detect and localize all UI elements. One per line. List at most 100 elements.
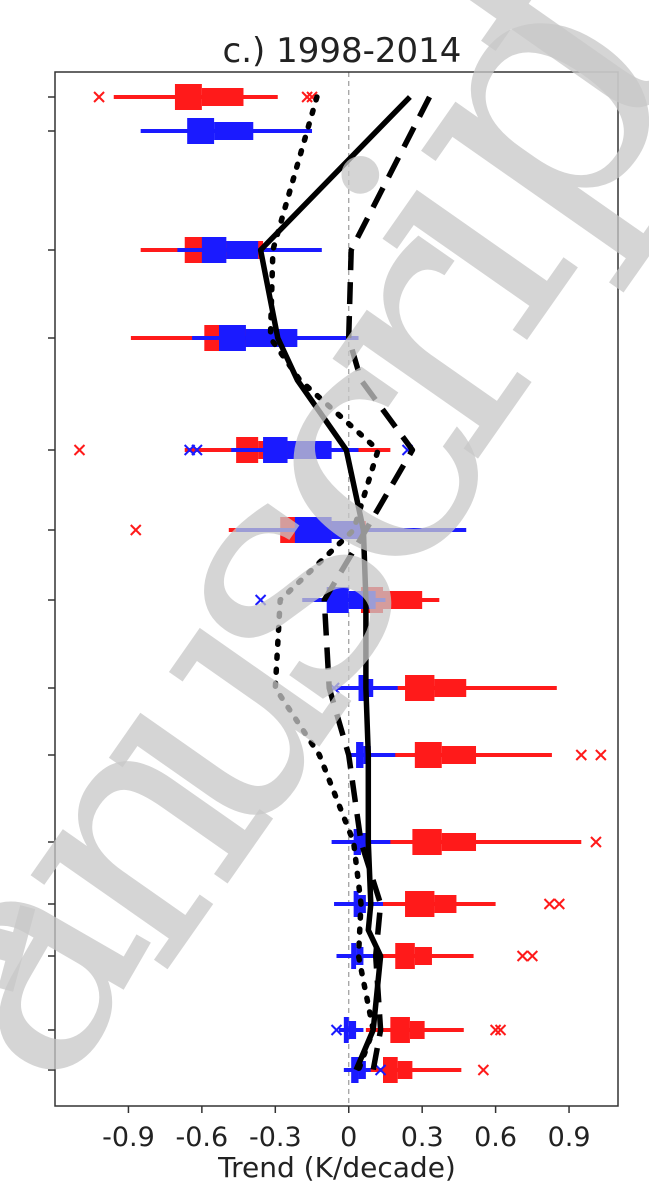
dotted-profile-line (267, 94, 381, 1073)
blue-box-upper (348, 591, 376, 609)
x-tick-label: 0 (340, 1122, 357, 1153)
blue-box-lower (356, 742, 364, 768)
red-outlier-stroke (477, 1064, 490, 1076)
blue-outlier-stroke (374, 1064, 387, 1076)
red-outlier-stroke (595, 749, 607, 761)
blue-box-lower (351, 1057, 359, 1083)
blue-box-925 (343, 1057, 387, 1083)
blue-box-lower (201, 237, 227, 263)
blue-box-lower (358, 675, 366, 701)
x-axis: -0.9 -0.6 -0.3 0 0.3 0.6 0.9 (102, 1106, 591, 1153)
red-box-lower (395, 943, 415, 969)
red-box-850 (365, 1017, 507, 1043)
x-tick-label: -0.6 (176, 1122, 229, 1153)
red-outlier-marker (526, 950, 539, 962)
blue-outlier-marker (191, 444, 203, 456)
blue-box-70 (192, 325, 359, 351)
y-axis (48, 96, 55, 1071)
red-box-upper (441, 833, 477, 851)
red-outlier-marker (73, 444, 86, 456)
red-outlier-stroke (526, 950, 539, 962)
red-box-upper (409, 1021, 425, 1039)
red-outlier-stroke (494, 1024, 507, 1036)
red-box-upper (383, 591, 423, 609)
x-tick-label: 0.6 (474, 1122, 517, 1153)
blue-box-lower (219, 325, 246, 351)
red-outlier-stroke (553, 898, 565, 910)
x-tick-label: 0.9 (548, 1122, 591, 1153)
red-outlier-marker (130, 524, 142, 536)
red-outlier-marker (543, 898, 556, 910)
red-outlier-stroke (516, 950, 529, 962)
blue-box-upper (287, 441, 332, 459)
blue-box-upper (358, 1061, 366, 1079)
blue-box-upper (365, 679, 374, 697)
plot-frame (54, 71, 619, 1107)
red-box-20 (93, 84, 318, 110)
blue-box-100 (183, 437, 414, 463)
red-outlier-marker (553, 898, 565, 910)
red-box-lower (383, 1057, 398, 1083)
red-outlier-marker (489, 1024, 502, 1036)
blue-box-lower (353, 829, 361, 855)
red-box-upper (434, 895, 457, 913)
red-outlier-stroke (489, 1024, 502, 1036)
red-outlier-stroke (306, 91, 318, 103)
blue-outlier-marker (254, 594, 267, 606)
blue-box-50 (177, 237, 322, 263)
red-box-lower (412, 829, 442, 855)
blue-box-upper (331, 521, 361, 539)
red-outlier-marker (590, 836, 602, 848)
blue-box-850 (330, 1017, 364, 1043)
red-outlier-stroke (543, 898, 556, 910)
plot-area (73, 72, 607, 1106)
red-outlier-marker (93, 91, 105, 103)
x-tick-label: 0.3 (401, 1122, 444, 1153)
blue-box-lower (343, 1017, 349, 1043)
red-box-upper (201, 88, 244, 106)
chart-title: c.) 1998-2014 (223, 31, 462, 71)
blue-box-lower (263, 437, 288, 463)
blue-box-upper (226, 241, 259, 259)
red-outlier-stroke (130, 524, 142, 536)
red-outlier-stroke (93, 91, 105, 103)
red-box-lower (414, 742, 442, 768)
blue-outlier-stroke (191, 444, 203, 456)
red-outlier-stroke (590, 836, 602, 848)
blue-box-upper (360, 833, 369, 851)
blue-outlier-stroke (330, 1024, 343, 1036)
red-box-250 (373, 675, 557, 701)
red-box-300 (375, 742, 607, 768)
blue-box-lower (353, 891, 359, 917)
blue-box-upper (348, 1021, 357, 1039)
blue-box-upper (214, 122, 254, 140)
x-tick-label: -0.9 (102, 1122, 155, 1153)
blue-outlier-marker (374, 1064, 387, 1076)
red-outlier-marker (516, 950, 529, 962)
blue-box-lower (351, 943, 357, 969)
blue-outlier-marker (330, 1024, 343, 1036)
dashed-profile-line (321, 95, 432, 1071)
blue-box-lower (294, 517, 332, 543)
red-box-upper (397, 1061, 413, 1079)
blue-box-200 (254, 587, 386, 613)
blue-box-400 (331, 829, 391, 855)
blue-outlier-stroke (254, 594, 267, 606)
red-outlier-marker (477, 1064, 490, 1076)
red-box-400 (368, 829, 602, 855)
red-outlier-stroke (73, 444, 86, 456)
red-box-upper (441, 746, 477, 764)
red-box-700 (365, 943, 539, 969)
red-outlier-stroke (575, 749, 587, 761)
red-box-lower (405, 675, 435, 701)
red-box-lower (405, 891, 435, 917)
blue-box-30 (140, 118, 313, 144)
red-box-lower (174, 84, 202, 110)
blue-box-700 (336, 943, 374, 969)
red-box-lower (390, 1017, 410, 1043)
blue-box-lower (187, 118, 215, 144)
red-outlier-marker (494, 1024, 507, 1036)
